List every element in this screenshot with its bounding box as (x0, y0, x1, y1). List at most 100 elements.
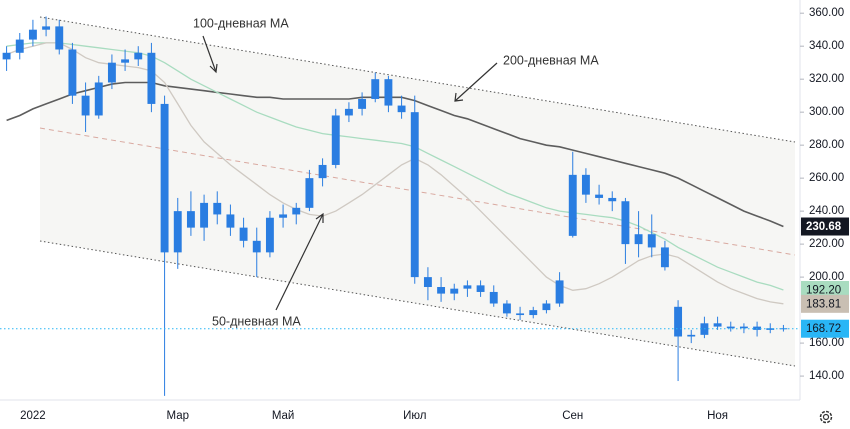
candle-body (687, 334, 696, 337)
plot (0, 16, 800, 396)
y-tick-label: 340.00 (809, 40, 844, 52)
annotation: 200-дневная MA (503, 53, 599, 67)
annotation-arrowhead (315, 212, 324, 223)
y-tick-label: 280.00 (809, 139, 844, 151)
candle-body (15, 39, 24, 53)
candle-body (305, 178, 314, 208)
candle-body (331, 115, 340, 165)
x-tick-label: 2022 (20, 410, 46, 422)
candle-body (634, 234, 643, 245)
annotation-arrow (275, 213, 324, 311)
y-tick-label: 320.00 (809, 73, 844, 85)
price-label: 168.72 (806, 323, 841, 335)
y-tick-label: 200.00 (809, 271, 844, 283)
candle-body (437, 287, 446, 294)
candle-body (384, 79, 393, 106)
candle-body (173, 211, 182, 253)
x-tick-label: Мар (166, 410, 189, 422)
candle-body (279, 214, 288, 218)
candle-body (568, 174, 577, 236)
price-label-box (801, 280, 849, 299)
candle-body (516, 313, 525, 316)
candle-body (265, 217, 274, 253)
candle-body (81, 95, 90, 116)
price-label-box (801, 319, 849, 338)
candle-body (555, 280, 564, 304)
candle-body (713, 323, 722, 327)
candle-body (121, 59, 130, 63)
candle-body (186, 211, 195, 228)
candle-body (318, 164, 327, 179)
annotation: 100-дневная MA (193, 16, 289, 30)
annotation-arrowhead (209, 63, 218, 74)
candle-body (397, 105, 406, 113)
x-tick-label: Сен (562, 410, 583, 422)
candle-body (2, 52, 11, 60)
candle-body (344, 108, 353, 116)
candle-body (55, 26, 64, 50)
candle-body (739, 326, 748, 329)
candle-body (463, 285, 472, 289)
y-tick-label: 220.00 (809, 238, 844, 250)
annotation-arrow (202, 35, 217, 73)
price-label: 230.68 (806, 221, 842, 233)
settings-icon[interactable] (819, 410, 833, 424)
candle-body (502, 303, 511, 314)
y-tick-label: 160.00 (809, 337, 844, 349)
price-label: 183.81 (806, 298, 841, 310)
candle-body (94, 82, 103, 116)
candle-body (542, 303, 551, 311)
candle-body (450, 288, 459, 294)
candle-body (358, 98, 367, 109)
y-tick-label: 260.00 (809, 172, 844, 184)
candle-body (726, 326, 735, 329)
candle-body (423, 277, 432, 288)
price-label-box (801, 294, 849, 313)
candle-body (28, 29, 37, 40)
candle-body (68, 49, 77, 96)
annotations: 100-дневная MA 200-дневная MA 50-дневная… (193, 16, 599, 328)
y-tick-label: 240.00 (809, 205, 844, 217)
candle-body (226, 214, 235, 228)
annotation-arrowhead (454, 92, 464, 102)
candle-body (660, 247, 669, 268)
x-tick-label: Ноя (707, 410, 728, 422)
candle-body (239, 227, 248, 241)
candle-body (292, 207, 301, 215)
candle-body (200, 202, 209, 228)
annotation: 50-дневная MA (212, 314, 301, 328)
candle-body (160, 103, 169, 253)
x-tick-label: Июл (403, 410, 426, 422)
candle-body (410, 112, 419, 278)
gear-hole[interactable] (822, 413, 830, 421)
y-tick-label: 140.00 (809, 370, 844, 382)
candle-body (647, 234, 656, 248)
candle-body (134, 52, 143, 60)
candle-body (621, 201, 630, 245)
candle-body (371, 79, 380, 99)
ma-line (6, 42, 784, 305)
candle-body (107, 62, 116, 83)
x-tick-label: Май (272, 410, 295, 422)
candle-body (674, 306, 683, 337)
ma-line (6, 42, 784, 291)
candle-body (213, 202, 222, 215)
annotation-arrow (454, 62, 498, 102)
candle-body (489, 291, 498, 304)
candle-body (595, 194, 604, 198)
candle-body (42, 26, 51, 30)
candle-body (766, 328, 775, 330)
candle-body (529, 310, 538, 316)
candle-body (147, 52, 156, 104)
candle-body (779, 328, 788, 330)
price-label: 192.20 (806, 285, 841, 297)
candle-body (581, 174, 590, 195)
candle-body (608, 197, 617, 202)
price-label-box (801, 217, 849, 236)
candle-body (252, 240, 261, 253)
gear[interactable] (819, 410, 833, 424)
y-tick-label: 300.00 (809, 106, 844, 118)
y-tick-label: 360.00 (809, 7, 844, 19)
ma-line (6, 81, 784, 228)
